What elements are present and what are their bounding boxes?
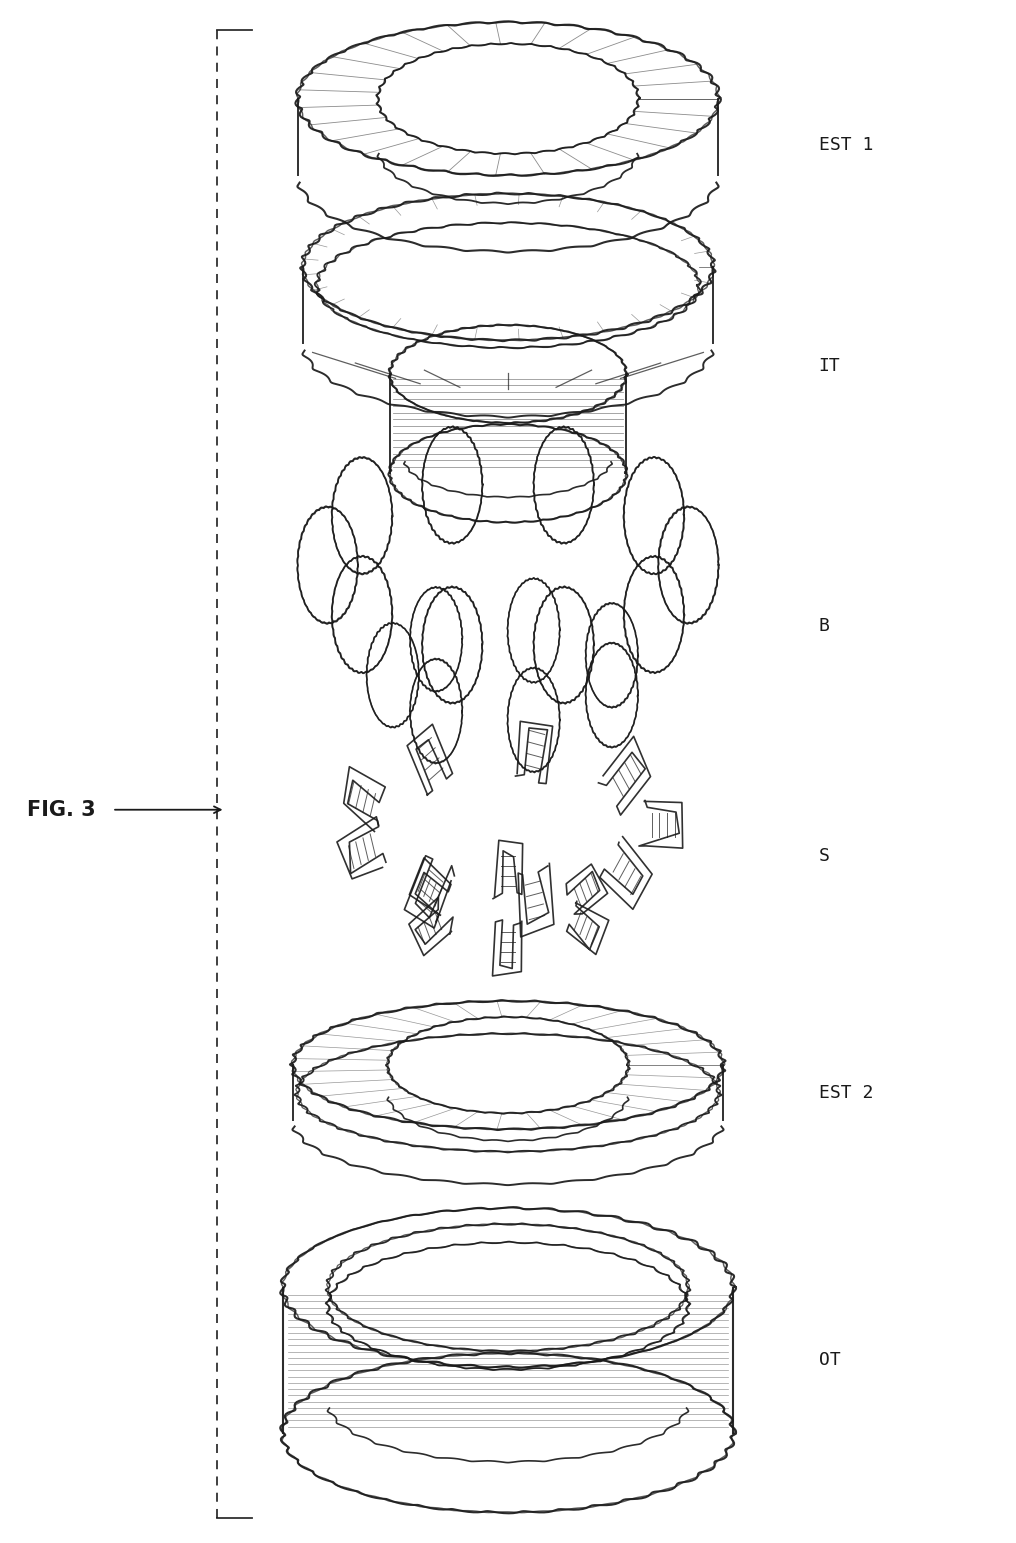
- Text: IT: IT: [819, 358, 840, 375]
- Text: EST 2: EST 2: [819, 1083, 873, 1102]
- Text: B: B: [819, 617, 829, 636]
- Text: S: S: [819, 847, 829, 864]
- Text: FIG. 3: FIG. 3: [27, 799, 96, 819]
- Text: OT: OT: [819, 1352, 840, 1369]
- Text: EST 1: EST 1: [819, 136, 873, 154]
